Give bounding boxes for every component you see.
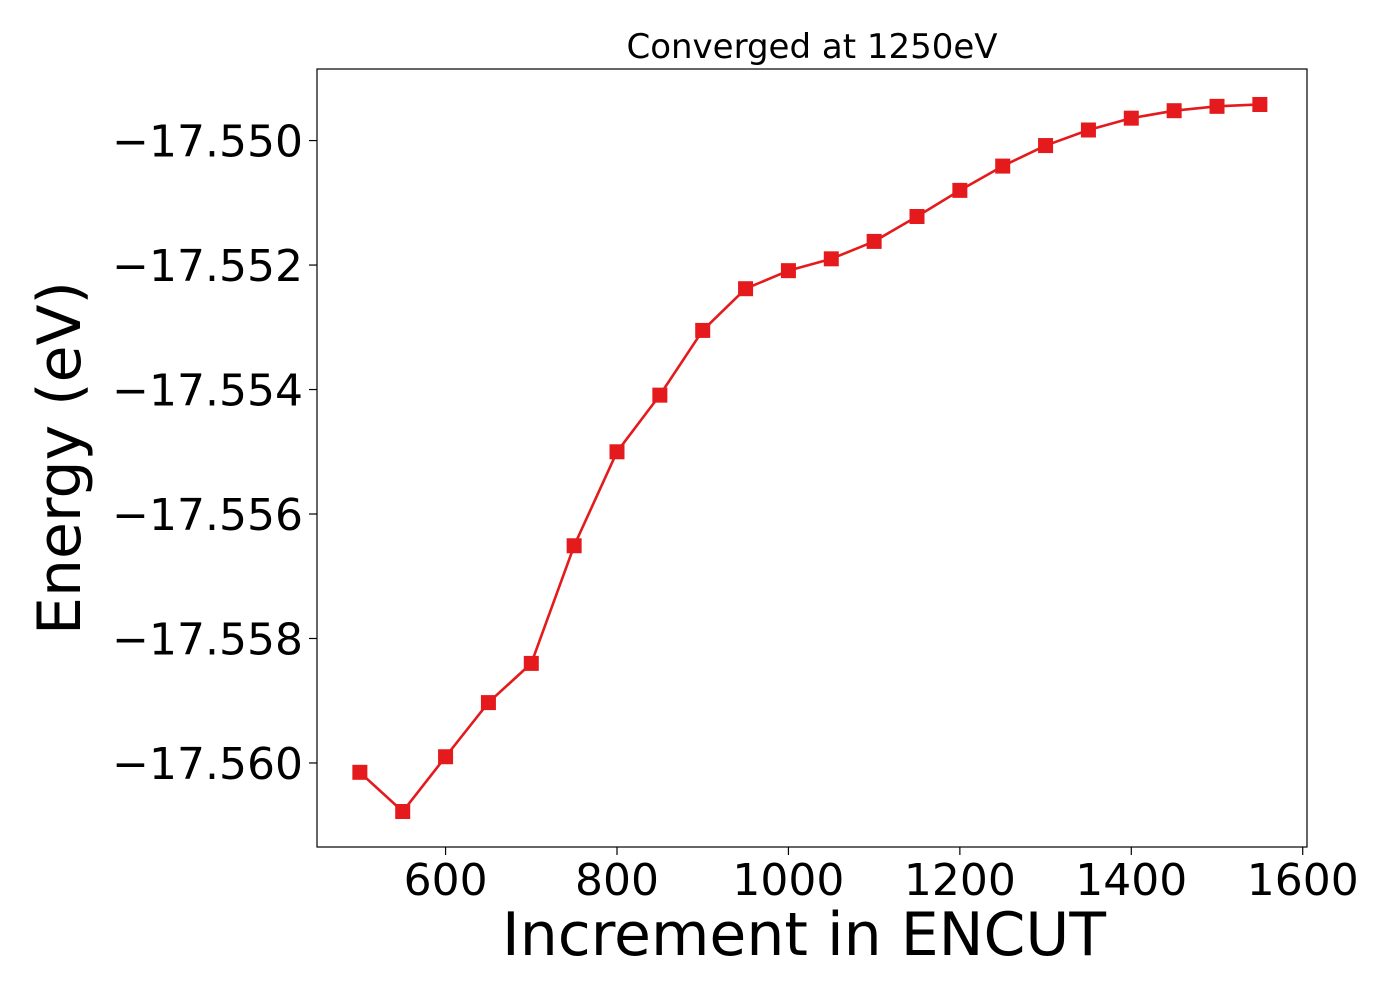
data-point-marker [1166,103,1182,119]
data-point-marker [352,764,368,780]
data-point-marker [780,263,796,279]
y-tick-label: −17.552 [112,241,303,292]
data-point-marker [1252,96,1268,112]
y-axis-ticks: −17.560 −17.558 −17.556 −17.554 −17.552 −17.5… [112,117,317,790]
x-tick-label: 800 [575,855,659,906]
data-point-marker [995,158,1011,174]
data-point-marker [1123,110,1139,126]
data-point-marker [395,804,411,820]
data-point-marker [695,322,711,338]
data-point-marker [909,209,925,225]
series-line [358,103,1260,813]
x-tick-label: 600 [404,855,488,906]
data-point-marker [480,695,496,711]
y-tick-label: −17.554 [112,366,303,417]
data-point-marker [438,749,454,765]
data-point-marker [823,251,839,267]
x-tick-label: 1000 [732,855,844,906]
y-tick-label: −17.560 [112,739,303,790]
data-point-marker [523,655,539,671]
data-point-marker [1080,122,1096,138]
x-tick-label: 1400 [1075,855,1187,906]
x-tick-label: 1200 [904,855,1016,906]
y-axis-label: Energy (eV) [25,281,95,635]
data-point-marker [952,182,968,198]
x-axis-label: Increment in ENCUT [502,900,1106,970]
data-point-marker [866,233,882,249]
y-tick-label: −17.550 [112,117,303,168]
y-tick-label: −17.556 [112,490,303,541]
data-point-marker [1038,138,1054,154]
y-tick-label: −17.558 [112,614,303,665]
x-axis-ticks: 600 800 1000 1200 1400 1600 [404,847,1359,906]
data-point-marker [1209,98,1225,114]
data-point-marker [609,444,625,460]
plot-area-frame [316,68,1308,848]
series-layer [352,96,1268,820]
data-point-marker [738,281,754,297]
data-point-marker [652,387,668,403]
x-tick-label: 1600 [1247,855,1359,906]
data-point-marker [566,538,582,554]
chart-title: Converged at 1250eV [626,27,997,67]
